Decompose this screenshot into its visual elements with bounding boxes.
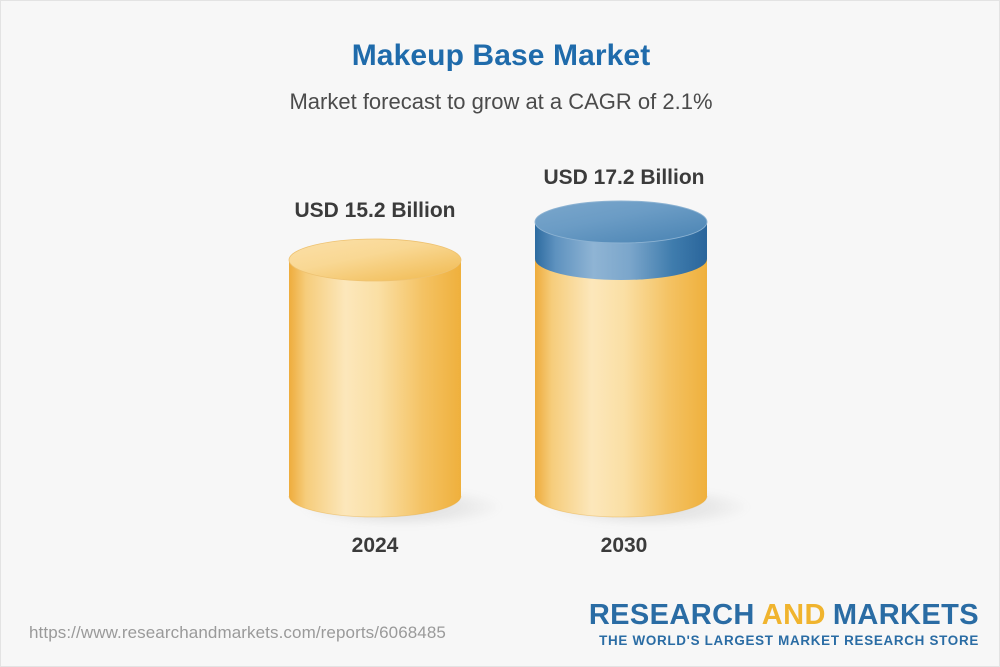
cylinder-2030	[534, 200, 708, 518]
cylinder-top-2024	[288, 238, 462, 282]
cylinder-body-base-2030	[535, 259, 707, 517]
logo-tagline: THE WORLD'S LARGEST MARKET RESEARCH STOR…	[599, 632, 979, 648]
logo-wordmark: RESEARCH AND MARKETS	[588, 599, 979, 631]
page-subtitle: Market forecast to grow at a CAGR of 2.1…	[289, 89, 713, 114]
cylinder-2024	[288, 238, 462, 518]
logo-word-research: RESEARCH	[588, 599, 755, 631]
page-title: Makeup Base Market	[351, 39, 651, 72]
logo-word-and: AND	[761, 599, 826, 631]
logo-word-markets: MARKETS	[832, 599, 979, 631]
bar-value-label-2024: USD 15.2 Billion	[294, 199, 456, 222]
bar-category-label-2030: 2030	[600, 534, 648, 557]
cylinder-body-2024	[289, 260, 461, 517]
cylinder-top-2030	[534, 200, 708, 244]
brand-logo[interactable]: RESEARCH AND MARKETS THE WORLD'S LARGEST M…	[588, 599, 979, 648]
bar-category-label-2024: 2024	[351, 534, 399, 557]
report-url[interactable]: https://www.researchandmarkets.com/repor…	[29, 623, 446, 642]
bar-value-label-2030: USD 17.2 Billion	[543, 166, 705, 189]
